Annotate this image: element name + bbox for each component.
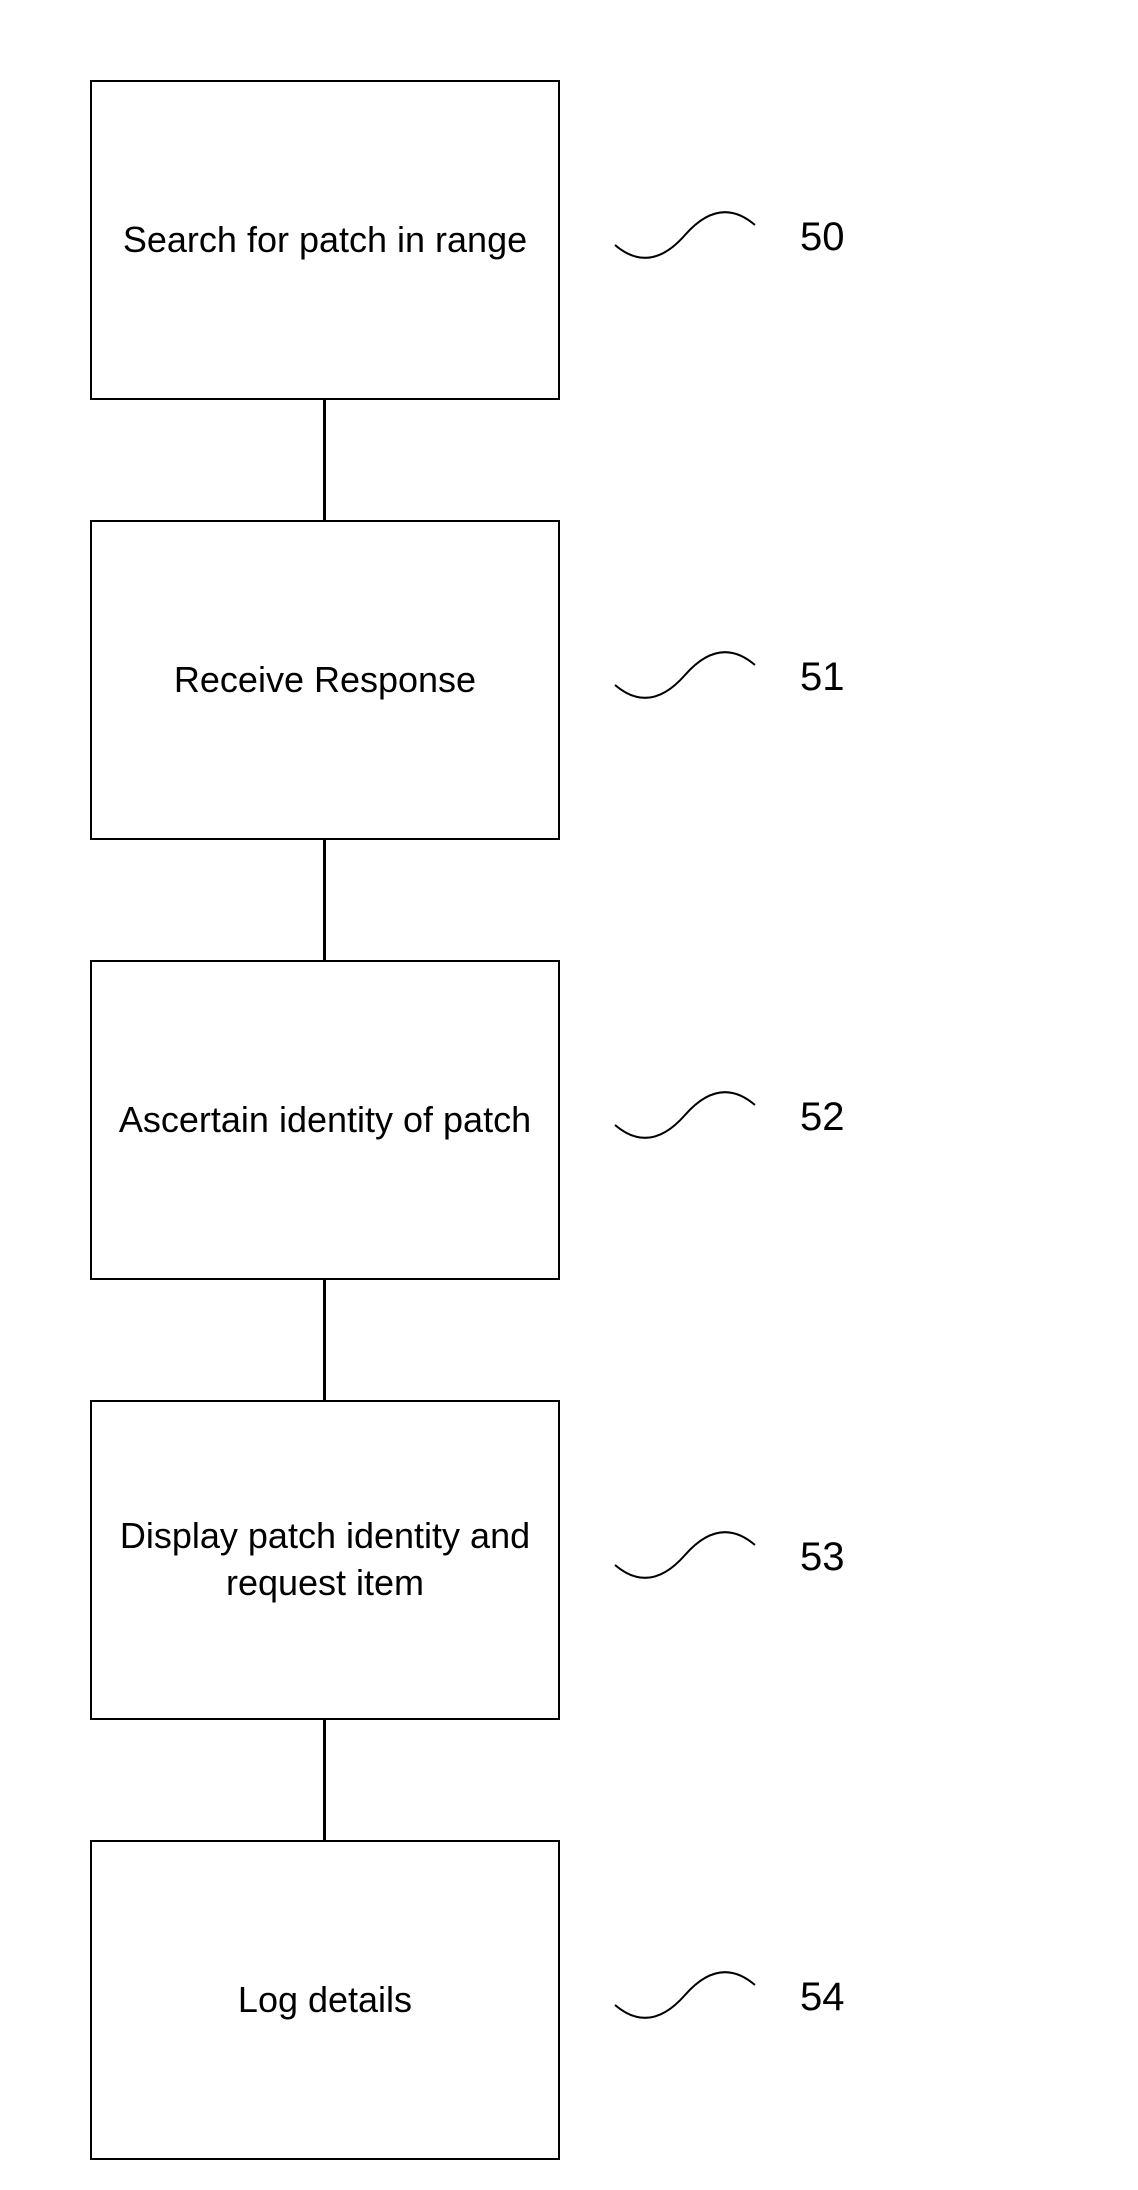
reference-wave-53 [610,1520,760,1590]
flow-connector [323,1720,326,1840]
reference-wave-51 [610,640,760,710]
wave-icon [610,1960,760,2030]
flow-node-51: Receive Response [90,520,560,840]
flow-node-52-label: Ascertain identity of patch [119,1097,531,1144]
wave-icon [610,1080,760,1150]
flow-node-52: Ascertain identity of patch [90,960,560,1280]
reference-label-52: 52 [800,1095,845,1140]
reference-label-50: 50 [800,215,845,260]
flow-connector [323,1280,326,1400]
reference-label-51: 51 [800,655,845,700]
reference-wave-54 [610,1960,760,2030]
reference-label-54: 54 [800,1975,845,2020]
flow-node-51-label: Receive Response [174,657,476,704]
reference-label-53: 53 [800,1535,845,1580]
flow-connector [323,400,326,520]
flow-connector [323,840,326,960]
wave-icon [610,200,760,270]
flow-node-50: Search for patch in range [90,80,560,400]
wave-icon [610,640,760,710]
flow-node-53: Display patch identity and request item [90,1400,560,1720]
flow-node-54-label: Log details [238,1977,412,2024]
reference-wave-52 [610,1080,760,1150]
flow-node-50-label: Search for patch in range [123,217,527,264]
wave-icon [610,1520,760,1590]
reference-wave-50 [610,200,760,270]
flowchart-container: Search for patch in range 50 Receive Res… [0,0,1138,2190]
flow-node-53-label: Display patch identity and request item [102,1513,548,1607]
flow-node-54: Log details [90,1840,560,2160]
